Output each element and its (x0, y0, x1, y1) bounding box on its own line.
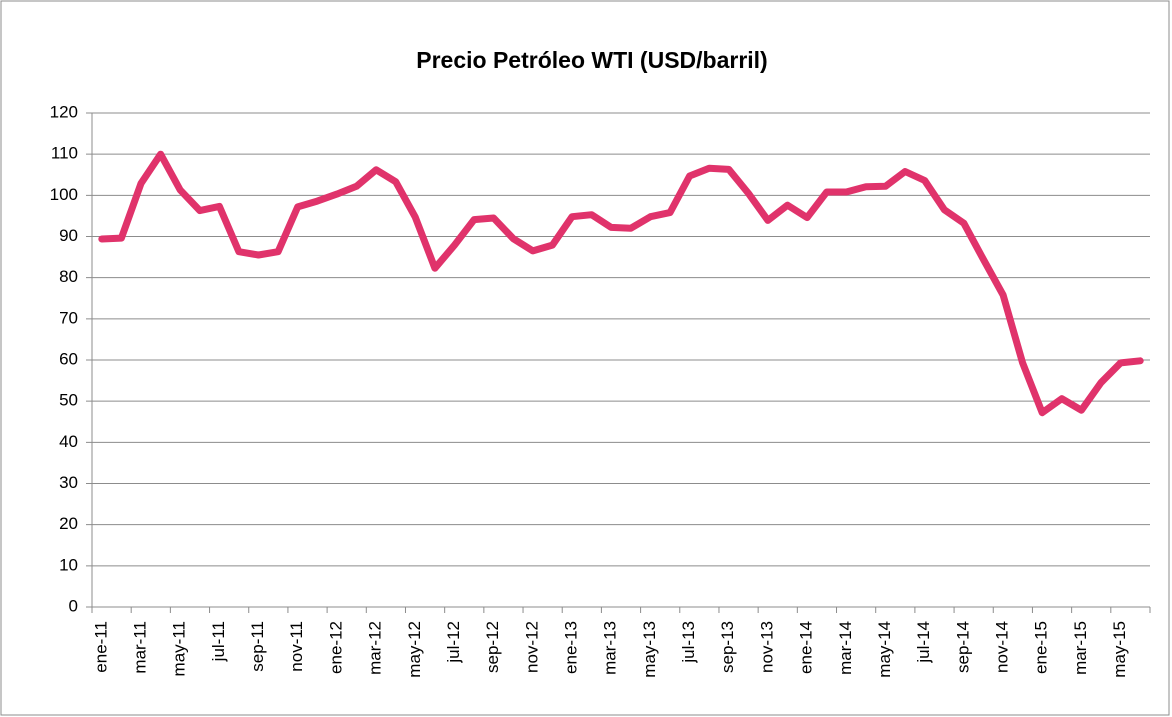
y-tick-label: 100 (50, 185, 78, 204)
x-tick-label: ene-13 (562, 621, 581, 674)
x-tick-label: may-13 (640, 621, 659, 678)
x-tick-label: jul-12 (444, 621, 463, 664)
x-tick-label: mar-12 (366, 621, 385, 675)
x-tick-label: nov-13 (757, 621, 776, 673)
y-tick-label: 70 (59, 308, 78, 327)
chart-title: Precio Petróleo WTI (USD/barril) (416, 47, 767, 73)
y-tick-label: 0 (69, 596, 78, 615)
x-tick-label: mar-13 (601, 621, 620, 675)
y-tick-label: 50 (59, 391, 78, 410)
x-tick-label: nov-14 (993, 621, 1012, 673)
y-tick-label: 60 (59, 349, 78, 368)
x-tick-label: sep-13 (718, 621, 737, 673)
x-tick-label: mar-15 (1071, 621, 1090, 675)
x-tick-label: may-14 (875, 621, 894, 678)
x-tick-label: nov-11 (287, 621, 306, 672)
y-tick-label: 30 (59, 473, 78, 492)
x-tick-label: mar-11 (130, 621, 149, 674)
y-tick-label: 90 (59, 226, 78, 245)
x-tick-label: may-11 (170, 621, 189, 676)
x-tick-label: sep-12 (483, 621, 502, 673)
x-tick-label: mar-14 (836, 621, 855, 675)
x-tick-label: ene-15 (1032, 621, 1051, 674)
x-tick-label: nov-12 (522, 621, 541, 673)
x-tick-label: sep-14 (953, 621, 972, 673)
data-line (98, 150, 1144, 417)
x-tick-label: ene-14 (797, 621, 816, 674)
x-tick-label: sep-11 (248, 621, 267, 672)
y-tick-label: 80 (59, 267, 78, 286)
x-tick-label: jul-14 (914, 621, 933, 664)
x-tick-label: ene-12 (326, 621, 345, 674)
x-tick-label: may-15 (1110, 621, 1129, 678)
x-tick-label: jul-11 (209, 621, 228, 662)
y-tick-label: 120 (50, 102, 78, 121)
x-tick-label: jul-13 (679, 621, 698, 664)
y-tick-label: 20 (59, 514, 78, 533)
x-tick-label: ene-11 (91, 621, 110, 673)
x-tick-label: may-12 (405, 621, 424, 678)
y-tick-label: 10 (59, 555, 78, 574)
y-tick-label: 110 (51, 144, 78, 163)
y-tick-label: 40 (59, 432, 78, 451)
